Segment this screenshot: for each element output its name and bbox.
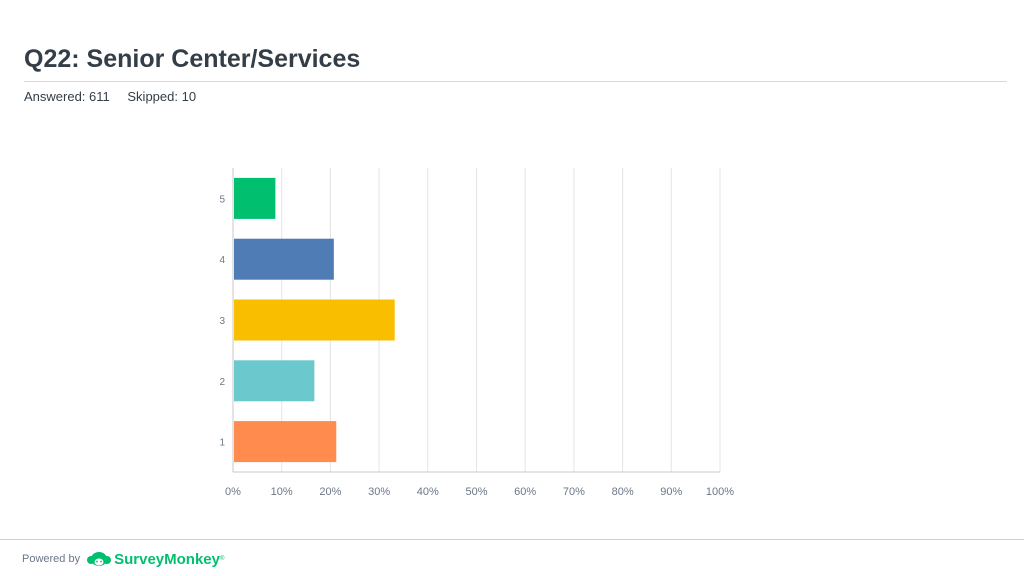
brand-name: SurveyMonkey: [114, 550, 220, 568]
bar: [234, 299, 395, 341]
bars: [234, 177, 395, 463]
bar: [234, 177, 276, 219]
y-tick-label: 3: [219, 316, 225, 327]
title-divider: [24, 81, 1007, 82]
x-tick-label: 60%: [514, 486, 536, 498]
x-tick-label: 70%: [563, 486, 585, 498]
x-tick-label: 0%: [225, 486, 241, 498]
y-tick-label: 2: [219, 377, 225, 388]
x-tick-label: 30%: [368, 486, 390, 498]
y-tick-label: 1: [219, 438, 225, 449]
answered-count: Answered: 611: [24, 89, 110, 104]
x-tick-label: 20%: [319, 486, 341, 498]
y-axis-labels: 5 4 3 2 1: [219, 194, 225, 448]
axes: [232, 168, 720, 473]
x-tick-label: 100%: [706, 486, 734, 498]
powered-by-label: Powered by: [22, 553, 81, 565]
x-tick-label: 80%: [612, 486, 634, 498]
y-tick-label: 4: [219, 255, 225, 266]
x-tick-label: 10%: [271, 486, 293, 498]
bar: [234, 421, 337, 463]
bar: [234, 360, 315, 402]
surveymonkey-logo-icon: [86, 549, 112, 569]
skipped-count: Skipped: 10: [127, 89, 197, 104]
footer-divider: [0, 539, 1024, 540]
x-tick-label: 40%: [417, 486, 439, 498]
page-title: Q22: Senior Center/Services: [24, 45, 361, 73]
x-axis-labels: 0% 10% 20% 30% 40% 50% 60% 70% 80% 90% 100%: [225, 486, 734, 498]
x-tick-label: 50%: [465, 486, 487, 498]
response-stats: Answered: 611 Skipped: 10: [24, 89, 210, 104]
y-tick-label: 5: [219, 194, 225, 205]
footer: Powered by SurveyMonkey ®: [22, 548, 224, 570]
bar: [234, 238, 334, 280]
brand-trademark: ®: [219, 556, 225, 562]
gridlines: [281, 168, 721, 472]
x-tick-label: 90%: [660, 486, 682, 498]
